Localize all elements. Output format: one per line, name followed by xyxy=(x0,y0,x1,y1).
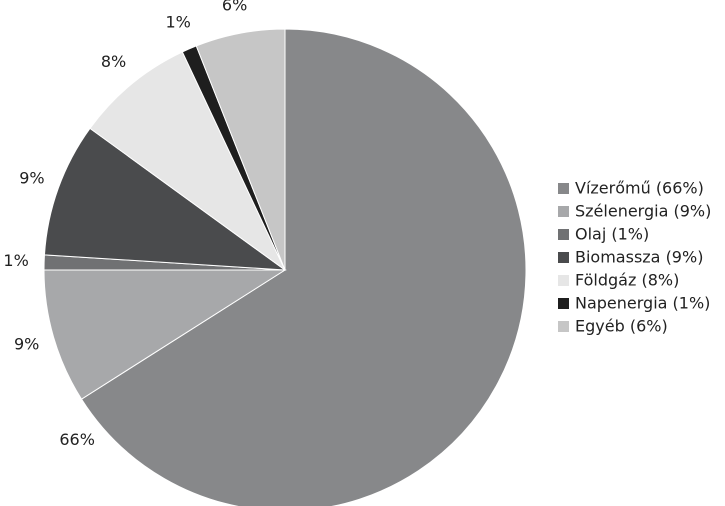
legend-label: Szélenergia (9%) xyxy=(575,202,711,221)
legend-swatch xyxy=(558,321,569,332)
slice-label: 6% xyxy=(222,0,247,14)
legend-swatch xyxy=(558,275,569,286)
slice-label: 1% xyxy=(165,13,190,32)
legend-label: Olaj (1%) xyxy=(575,225,649,244)
legend-swatch xyxy=(558,229,569,240)
slice-label: 8% xyxy=(101,52,126,71)
legend-label: Földgáz (8%) xyxy=(575,271,679,290)
legend-label: Biomassza (9%) xyxy=(575,248,703,267)
legend-swatch xyxy=(558,183,569,194)
legend-label: Napenergia (1%) xyxy=(575,294,710,313)
pie-slice xyxy=(195,28,286,271)
pie-slice xyxy=(89,51,286,271)
slice-label: 66% xyxy=(59,430,95,449)
pie-slice xyxy=(80,28,527,506)
legend-swatch xyxy=(558,252,569,263)
slice-label: 9% xyxy=(19,168,44,187)
legend-label: Vízerőmű (66%) xyxy=(575,179,704,198)
legend-swatch xyxy=(558,298,569,309)
pie-slice xyxy=(43,269,287,400)
slice-label: 1% xyxy=(3,251,28,270)
legend-label: Egyéb (6%) xyxy=(575,317,668,336)
legend-swatch xyxy=(558,206,569,217)
pie-slice xyxy=(43,127,287,271)
slice-label: 9% xyxy=(14,335,39,354)
